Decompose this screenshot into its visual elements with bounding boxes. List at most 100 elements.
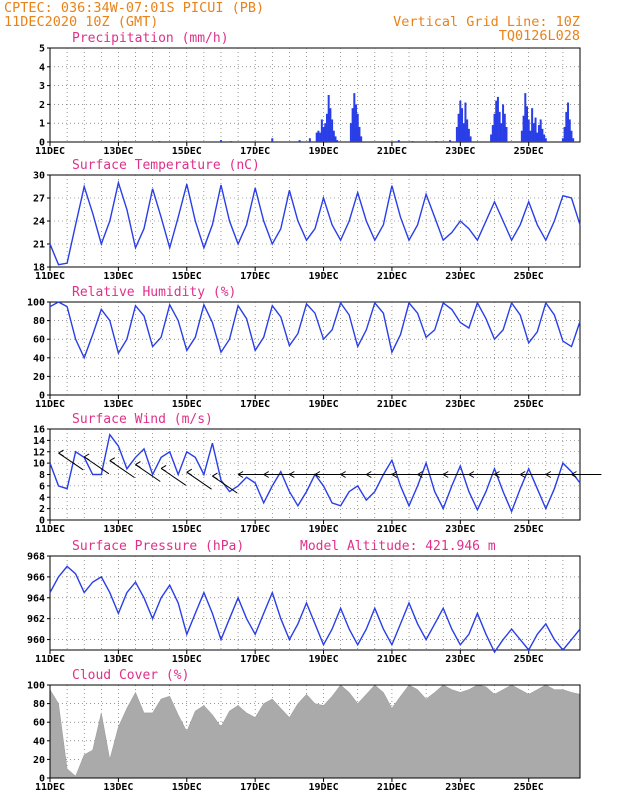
precip-bar	[455, 126, 458, 142]
y-tick-label: 968	[27, 552, 45, 563]
series-line	[49, 180, 581, 266]
x-tick-label: 21DEC	[377, 399, 407, 410]
wind-arrow-head	[212, 475, 218, 480]
x-tick-label: 25DEC	[514, 271, 544, 282]
plot-frame-overlay	[49, 684, 581, 779]
precip-bar	[397, 140, 400, 142]
precip-bar	[349, 123, 352, 142]
cloud-area	[49, 684, 581, 779]
wind-arrow-head	[263, 471, 269, 475]
precip-bar	[534, 117, 537, 142]
x-tick-label: 21DEC	[377, 782, 407, 793]
y-tick-label: 21	[33, 240, 45, 251]
wind-arrow-head	[58, 449, 64, 454]
wind-arrow-head	[109, 460, 116, 465]
wind-arrow-head	[186, 468, 193, 473]
x-tick-label: 11DEC	[35, 399, 65, 410]
precip-bar	[332, 130, 335, 142]
x-tick-label: 19DEC	[308, 654, 338, 665]
y-tick-label: 14	[33, 436, 45, 447]
precip-bar	[498, 111, 501, 142]
y-tick-label: 80	[33, 699, 45, 710]
precip-bar	[329, 108, 332, 142]
wind-arrow-head	[237, 471, 244, 475]
y-tick-label: 20	[33, 372, 45, 383]
x-tick-label: 13DEC	[103, 399, 133, 410]
panel-title: Precipitation (mm/h)	[72, 31, 229, 46]
x-tick-label: 11DEC	[35, 524, 65, 535]
x-tick-label: 13DEC	[103, 146, 133, 157]
precip-bar	[544, 138, 547, 142]
precip-bar	[464, 102, 467, 142]
wind-arrow-head	[366, 471, 372, 475]
y-tick-label: 960	[27, 635, 45, 646]
precip-bar	[532, 123, 535, 142]
y-tick-label: 100	[27, 681, 45, 692]
plot-frame	[49, 555, 581, 651]
precip-bar	[158, 141, 161, 142]
precip-bar	[325, 113, 328, 142]
y-tick-label: 40	[33, 736, 45, 747]
precip-bar	[522, 115, 525, 142]
precip-bar	[308, 138, 311, 142]
panel-title: Cloud Cover (%)	[72, 668, 189, 683]
x-tick-label: 17DEC	[240, 782, 270, 793]
y-tick-label: 27	[33, 194, 45, 205]
y-tick-label: 30	[33, 171, 45, 182]
wind-arrow-head	[340, 471, 346, 475]
y-tick-label: 1	[39, 119, 45, 130]
precip-bar	[271, 138, 274, 142]
precip-bar	[539, 119, 542, 142]
precip-bar	[356, 113, 359, 142]
y-tick-label: 10	[33, 459, 45, 470]
wind-arrow-head	[571, 471, 577, 475]
wind-arrow-head	[186, 471, 193, 476]
y-tick-label: 100	[27, 298, 45, 309]
x-tick-label: 17DEC	[240, 146, 270, 157]
x-tick-label: 23DEC	[445, 271, 475, 282]
wind-arrow-head	[545, 471, 552, 475]
x-tick-label: 13DEC	[103, 654, 133, 665]
y-tick-label: 2	[39, 100, 45, 111]
panel-annotation: Model Altitude: 421.946 m	[300, 539, 496, 554]
precip-bar	[411, 141, 414, 142]
y-tick-label: 8	[39, 470, 45, 481]
x-tick-label: 23DEC	[445, 654, 475, 665]
wind-arrow-head	[391, 471, 398, 475]
precip-bar	[324, 123, 327, 142]
wind-arrow-head	[289, 471, 295, 475]
y-tick-label: 5	[39, 44, 45, 55]
y-tick-label: 24	[33, 217, 45, 228]
precip-bar	[491, 125, 494, 142]
y-tick-label: 60	[33, 718, 45, 729]
x-tick-label: 11DEC	[35, 654, 65, 665]
panel-title: Surface Pressure (hPa)	[72, 539, 244, 554]
x-tick-label: 25DEC	[514, 654, 544, 665]
x-tick-label: 17DEC	[240, 399, 270, 410]
precip-bar	[355, 104, 358, 142]
header-datetime: 11DEC2020 10Z (GMT)	[4, 14, 158, 30]
wind-arrow-head	[417, 474, 423, 478]
precip-bar	[526, 106, 528, 142]
panel-3: 0 20 40 60 80 100 11DEC 13DEC 15DEC 17DEC 19DEC 21D…	[27, 285, 581, 410]
x-tick-label: 23DEC	[445, 782, 475, 793]
precip-bar	[466, 119, 469, 142]
precip-bar	[219, 140, 222, 142]
plot-frame	[49, 301, 581, 396]
y-tick-label: 12	[33, 447, 45, 458]
precip-bar	[298, 140, 301, 142]
precip-bar	[505, 126, 508, 142]
precip-bar	[358, 126, 361, 142]
x-tick-label: 19DEC	[308, 524, 338, 535]
wind-arrow-head	[340, 474, 346, 478]
wind-arrow-head	[468, 471, 475, 475]
precip-bar	[327, 95, 330, 142]
wind-arrow-head	[58, 452, 64, 457]
x-tick-label: 17DEC	[240, 271, 270, 282]
precip-bar	[561, 138, 564, 142]
precip-bar	[317, 130, 320, 142]
x-tick-label: 19DEC	[308, 146, 338, 157]
precip-bar	[529, 130, 532, 142]
